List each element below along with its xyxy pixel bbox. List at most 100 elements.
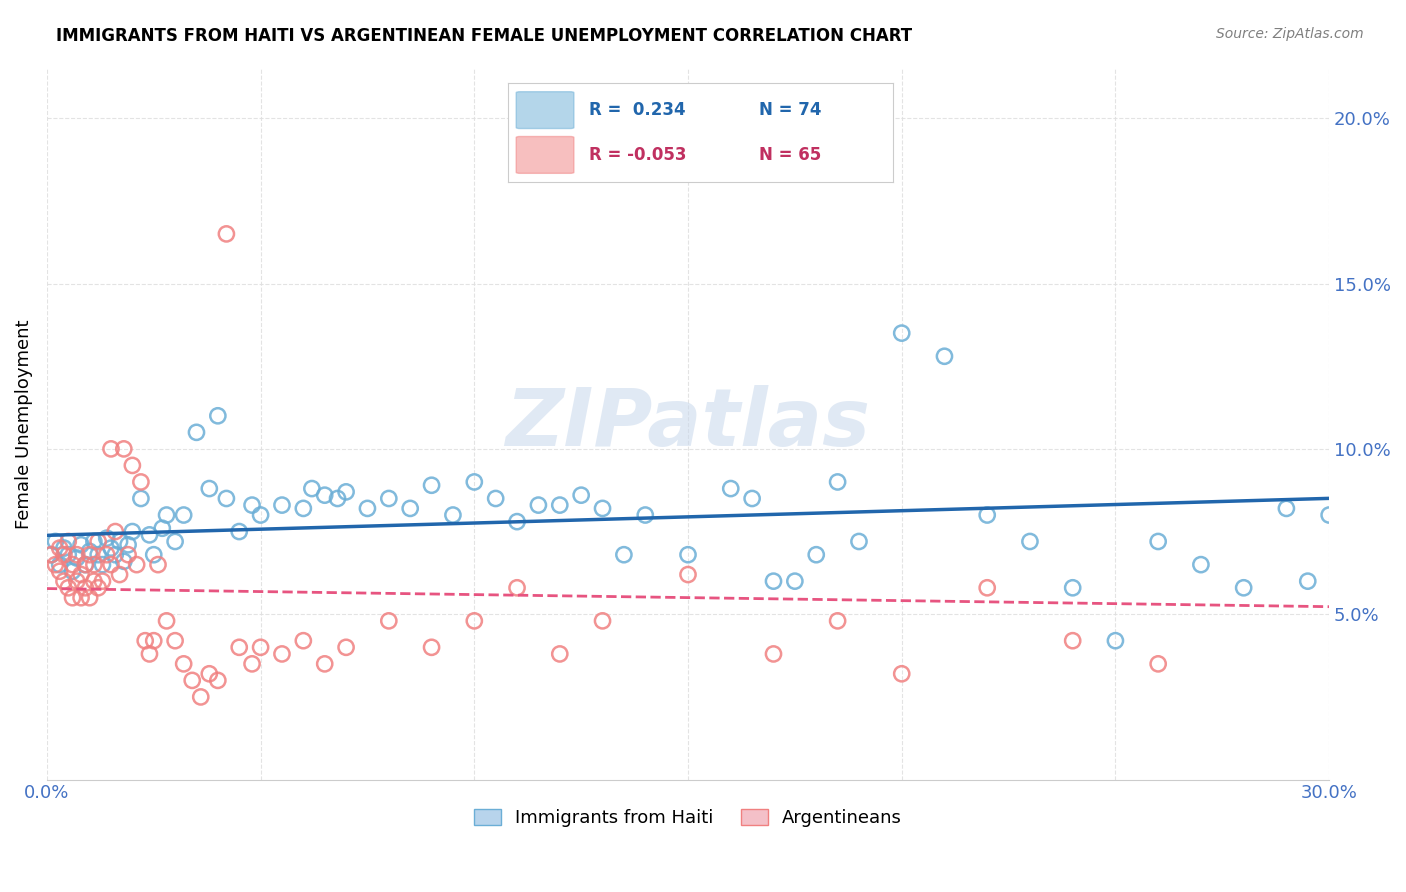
Point xyxy=(198,482,221,496)
Point xyxy=(827,614,849,628)
Point xyxy=(173,508,195,522)
Point xyxy=(121,524,143,539)
Point xyxy=(83,558,105,572)
Point xyxy=(1147,657,1170,671)
Point xyxy=(104,548,127,562)
Point xyxy=(165,633,187,648)
Point xyxy=(676,548,699,562)
Text: ZIPatlas: ZIPatlas xyxy=(506,385,870,463)
Point xyxy=(96,548,118,562)
Point xyxy=(129,475,152,489)
Point xyxy=(314,488,336,502)
Point xyxy=(39,548,62,562)
Point xyxy=(100,442,122,456)
Point xyxy=(762,574,785,589)
Point xyxy=(506,515,529,529)
Point xyxy=(1147,534,1170,549)
Point xyxy=(181,673,204,688)
Point xyxy=(58,534,80,549)
Point xyxy=(91,574,114,589)
Point xyxy=(112,442,135,456)
Point xyxy=(569,488,592,502)
Point xyxy=(104,524,127,539)
Point xyxy=(271,498,294,512)
Point xyxy=(134,633,156,648)
Point xyxy=(934,349,956,363)
Point xyxy=(1104,633,1126,648)
Point xyxy=(79,544,101,558)
Point xyxy=(1296,574,1319,589)
Point xyxy=(129,491,152,506)
Point xyxy=(155,508,177,522)
Point xyxy=(117,548,139,562)
Point xyxy=(62,564,84,578)
Point xyxy=(48,564,70,578)
Point xyxy=(79,591,101,605)
Point xyxy=(420,478,443,492)
Point xyxy=(66,574,89,589)
Point xyxy=(420,640,443,655)
Point xyxy=(441,508,464,522)
Point xyxy=(301,482,323,496)
Point xyxy=(335,640,357,655)
Point xyxy=(976,581,998,595)
Text: IMMIGRANTS FROM HAITI VS ARGENTINEAN FEMALE UNEMPLOYMENT CORRELATION CHART: IMMIGRANTS FROM HAITI VS ARGENTINEAN FEM… xyxy=(56,27,912,45)
Point xyxy=(378,614,401,628)
Point xyxy=(70,567,93,582)
Point xyxy=(215,491,238,506)
Point xyxy=(676,567,699,582)
Point xyxy=(53,548,76,562)
Point xyxy=(1062,633,1084,648)
Point xyxy=(48,558,70,572)
Point xyxy=(326,491,349,506)
Point xyxy=(228,524,250,539)
Point xyxy=(186,425,208,440)
Point xyxy=(207,409,229,423)
Point xyxy=(165,534,187,549)
Point xyxy=(142,633,165,648)
Point xyxy=(87,581,110,595)
Point xyxy=(720,482,742,496)
Point xyxy=(173,657,195,671)
Point xyxy=(83,574,105,589)
Point xyxy=(48,541,70,555)
Point xyxy=(399,501,422,516)
Point xyxy=(146,558,169,572)
Point xyxy=(75,558,97,572)
Point xyxy=(762,647,785,661)
Point xyxy=(70,591,93,605)
Point xyxy=(138,647,160,661)
Point xyxy=(44,534,66,549)
Point xyxy=(463,475,485,489)
Point xyxy=(634,508,657,522)
Point xyxy=(79,548,101,562)
Point xyxy=(39,548,62,562)
Point xyxy=(87,548,110,562)
Point xyxy=(1062,581,1084,595)
Point xyxy=(108,534,131,549)
Point xyxy=(215,227,238,241)
Point xyxy=(1275,501,1298,516)
Point xyxy=(62,558,84,572)
Point xyxy=(527,498,550,512)
Point xyxy=(548,647,571,661)
Point xyxy=(1019,534,1042,549)
Point xyxy=(53,541,76,555)
Point xyxy=(138,528,160,542)
Point xyxy=(292,501,315,516)
Point xyxy=(249,640,271,655)
Point xyxy=(117,538,139,552)
Point xyxy=(271,647,294,661)
Point xyxy=(806,548,828,562)
Point xyxy=(62,591,84,605)
Point xyxy=(112,554,135,568)
Point xyxy=(100,541,122,555)
Y-axis label: Female Unemployment: Female Unemployment xyxy=(15,319,32,529)
Point xyxy=(58,581,80,595)
Point xyxy=(976,508,998,522)
Point xyxy=(1233,581,1256,595)
Point xyxy=(207,673,229,688)
Point xyxy=(506,581,529,595)
Point xyxy=(890,326,912,340)
Point xyxy=(108,567,131,582)
